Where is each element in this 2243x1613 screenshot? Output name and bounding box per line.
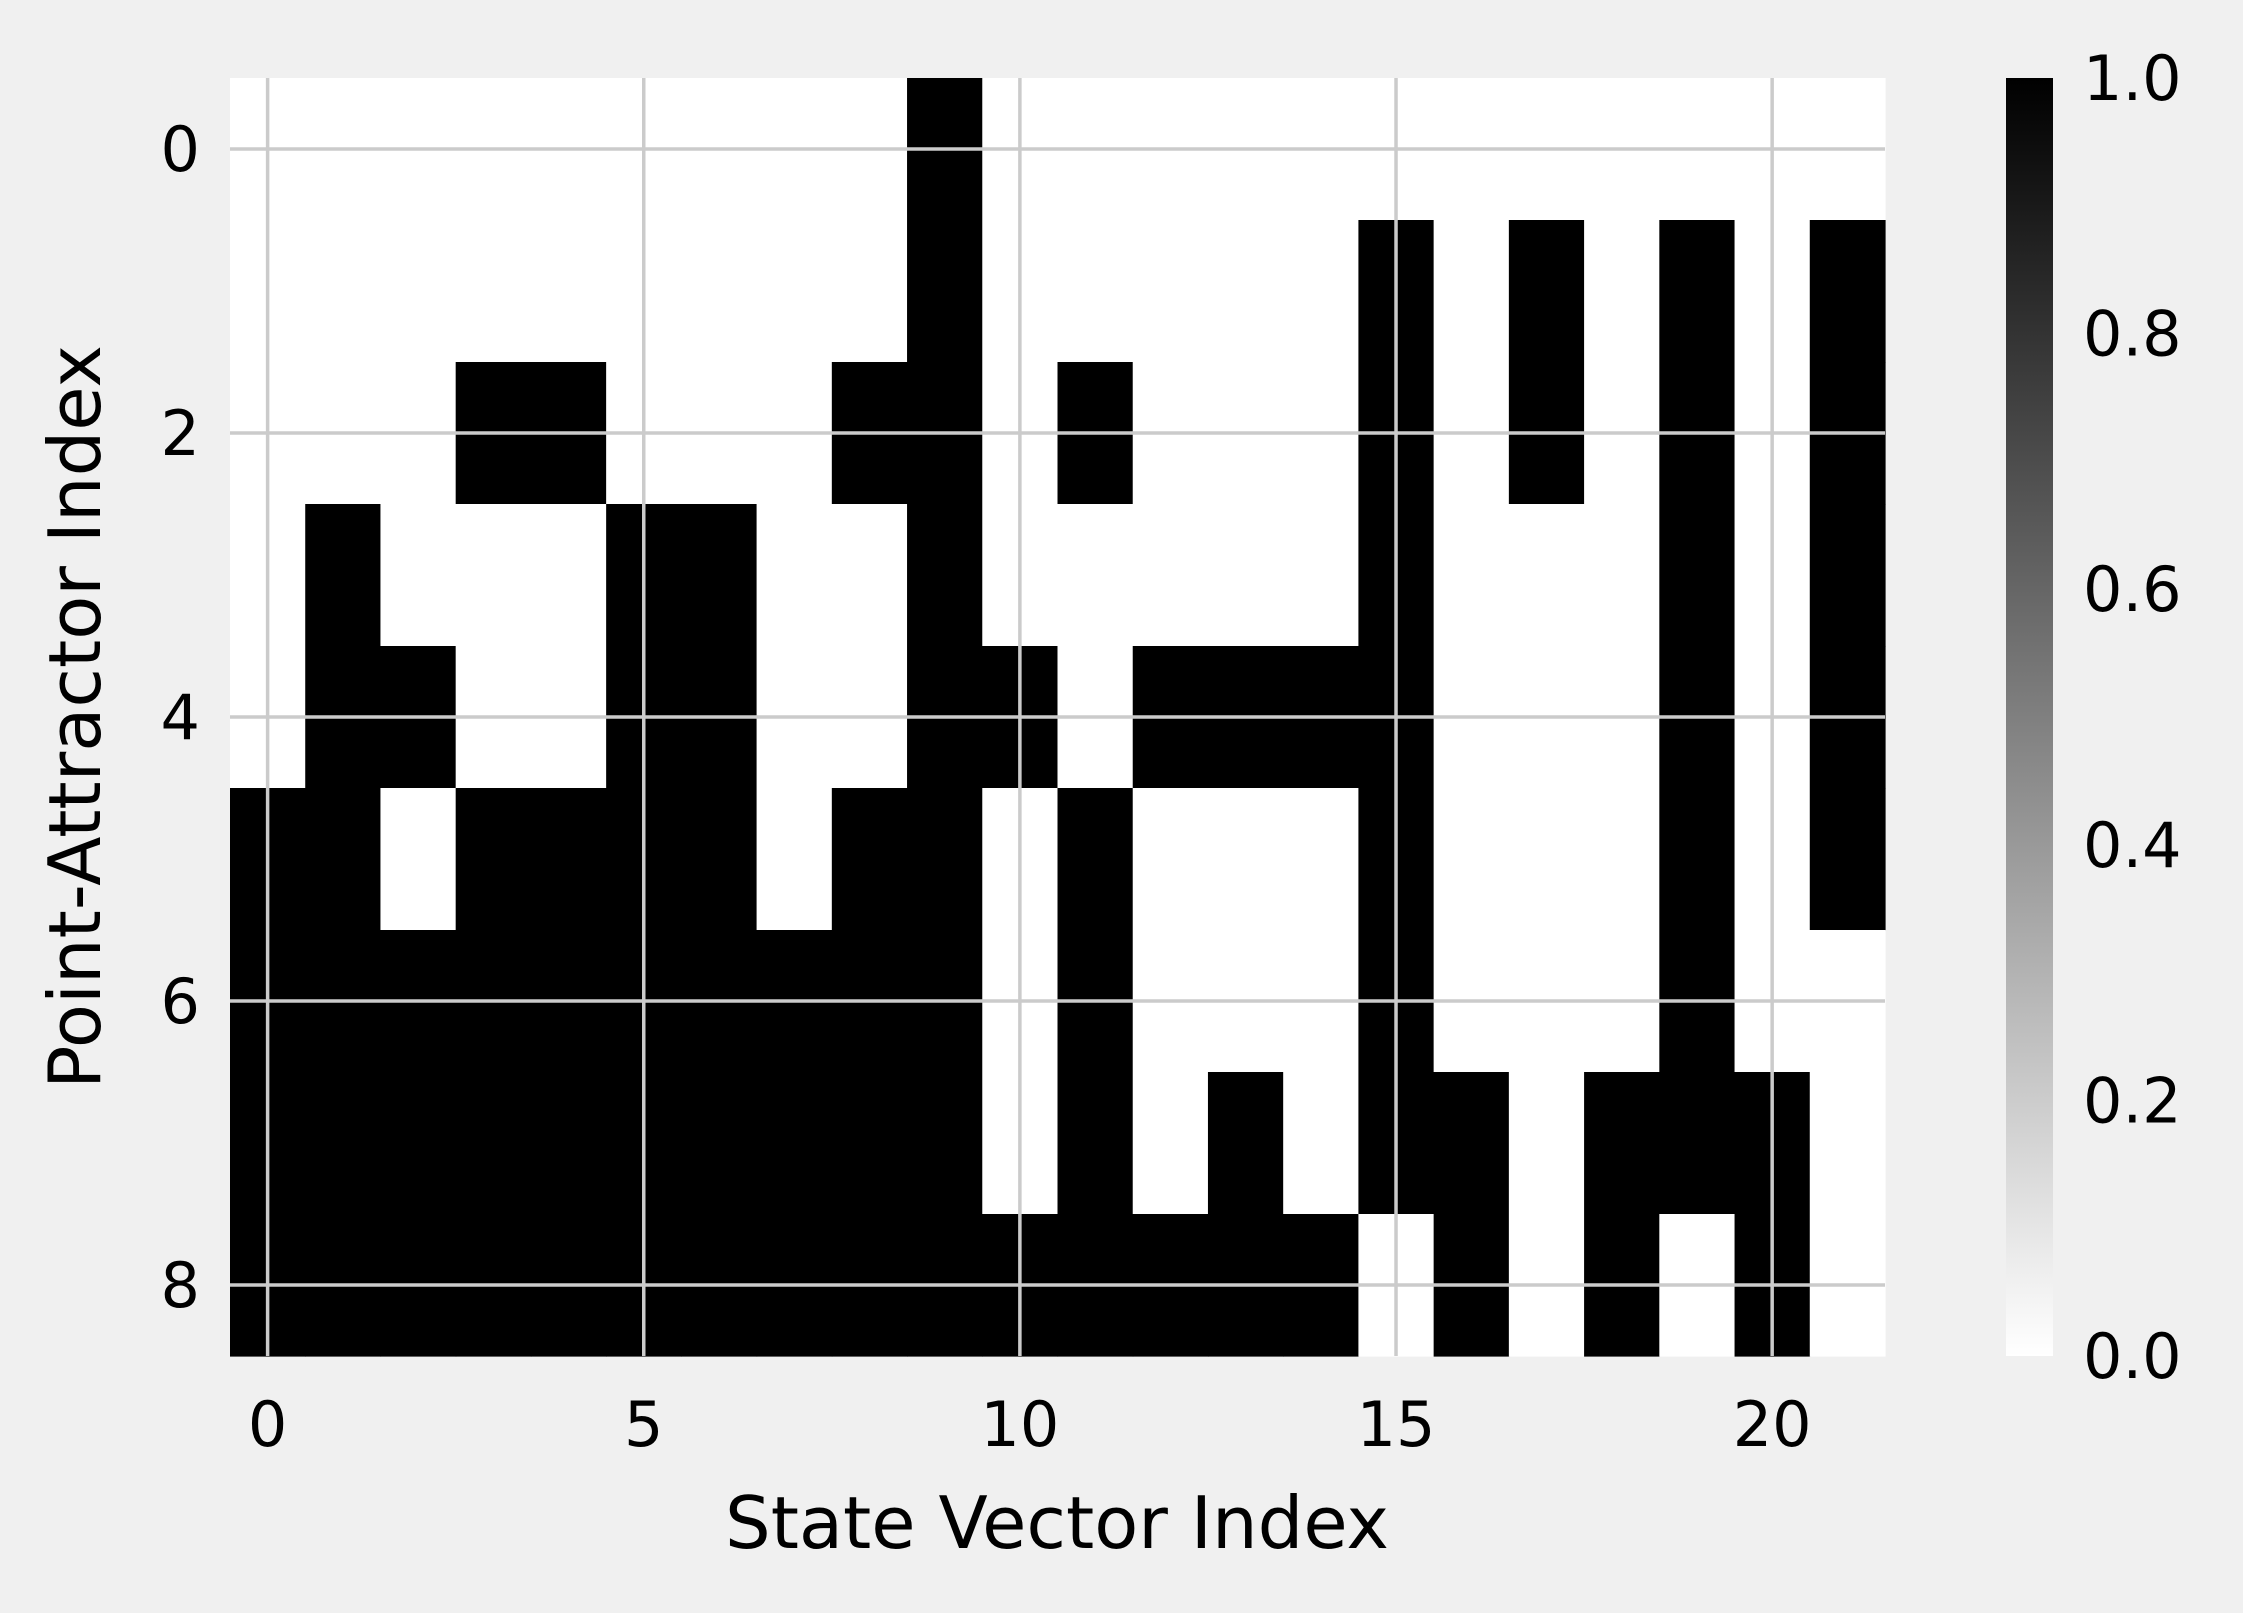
heatmap-cell xyxy=(1659,1072,1736,1215)
heatmap-cell xyxy=(455,1072,532,1215)
y-axis-label: Point-Attractor Index xyxy=(33,345,117,1089)
colorbar-tick-label: 0.0 xyxy=(2083,1320,2182,1393)
heatmap-cell xyxy=(1207,220,1284,363)
heatmap-cell xyxy=(455,504,532,647)
heatmap-cell xyxy=(1433,220,1510,363)
heatmap-cell xyxy=(681,504,758,647)
heatmap-cell xyxy=(1584,504,1660,647)
heatmap-cell xyxy=(681,220,758,363)
heatmap-cell xyxy=(1584,1072,1660,1215)
heatmap-cell xyxy=(1584,220,1660,363)
y-tick-label: 4 xyxy=(161,681,200,754)
heatmap-cell xyxy=(1283,788,1360,931)
heatmap-cell xyxy=(1207,504,1284,647)
heatmap-cell xyxy=(681,788,758,931)
colorbar-tick-label: 0.2 xyxy=(2083,1064,2182,1137)
heatmap-cell xyxy=(1057,220,1134,363)
y-tick-label: 2 xyxy=(161,397,200,470)
heatmap-cell xyxy=(1283,220,1360,363)
heatmap-cell xyxy=(831,788,908,931)
x-tick-label: 10 xyxy=(980,1388,1059,1461)
heatmap-cell xyxy=(1809,504,1886,647)
y-tick-label: 0 xyxy=(161,113,200,186)
y-tick-label: 8 xyxy=(161,1249,200,1322)
heatmap-cell xyxy=(1283,504,1360,647)
heatmap-cell xyxy=(756,220,833,363)
heatmap-cell xyxy=(530,788,607,931)
x-axis-label: State Vector Index xyxy=(725,1481,1389,1565)
heatmap-cell xyxy=(380,1072,457,1215)
colorbar-tick-label: 0.6 xyxy=(2083,553,2182,626)
colorbar-ticks: 0.0 0.2 0.4 0.6 0.8 1.0 xyxy=(2083,42,2182,1393)
heatmap-cell xyxy=(1207,1072,1284,1215)
x-tick-label: 5 xyxy=(624,1388,663,1461)
heatmap-cell xyxy=(530,504,607,647)
colorbar-tick-label: 1.0 xyxy=(2083,42,2182,115)
heatmap-cell xyxy=(1132,220,1209,363)
heatmap-cell xyxy=(530,1072,607,1215)
heatmap-cell xyxy=(1508,788,1585,931)
heatmap-cell xyxy=(907,1072,983,1215)
heatmap-cell xyxy=(455,220,532,363)
heatmap-cell xyxy=(1659,220,1736,363)
heatmap-cell xyxy=(1809,788,1886,931)
heatmap-cell xyxy=(756,504,833,647)
heatmap-cell xyxy=(1132,1072,1209,1215)
heatmap-cell xyxy=(1132,504,1209,647)
heatmap-cell xyxy=(756,1072,833,1215)
heatmap-cell xyxy=(1659,504,1736,647)
heatmap-cell xyxy=(831,220,908,363)
heatmap-cell xyxy=(907,220,983,363)
heatmap-cell xyxy=(455,788,532,931)
heatmap-cell xyxy=(831,504,908,647)
heatmap-cell xyxy=(380,788,457,931)
heatmap-cell xyxy=(907,788,983,931)
colorbar xyxy=(2006,78,2053,1356)
heatmap-cell xyxy=(1433,504,1510,647)
x-axis-ticks: 0 5 10 15 20 xyxy=(248,1388,1812,1461)
y-axis-ticks: 0 2 4 6 8 xyxy=(161,113,200,1322)
heatmap-cell xyxy=(1057,788,1134,931)
heatmap-cell xyxy=(681,1072,758,1215)
heatmap-cell xyxy=(380,504,457,647)
heatmap-cell xyxy=(530,220,607,363)
heatmap-cell xyxy=(1508,220,1585,363)
heatmap-cell xyxy=(907,504,983,647)
heatmap-cell xyxy=(1283,1072,1360,1215)
heatmap-cell xyxy=(1584,788,1660,931)
heatmap-cell xyxy=(1809,1072,1886,1215)
heatmap-cell xyxy=(756,788,833,931)
heatmap-cell xyxy=(305,220,382,363)
y-tick-label: 6 xyxy=(161,965,200,1038)
heatmap-cell xyxy=(1132,788,1209,931)
x-tick-label: 15 xyxy=(1357,1388,1436,1461)
colorbar-tick-label: 0.4 xyxy=(2083,809,2182,882)
heatmap-cell xyxy=(1057,504,1134,647)
heatmap-cell xyxy=(1207,788,1284,931)
heatmap-cell xyxy=(305,1072,382,1215)
x-tick-label: 0 xyxy=(248,1388,287,1461)
heatmap-cell xyxy=(1057,1072,1134,1215)
heatmap-cell xyxy=(380,220,457,363)
grid-lines xyxy=(230,78,1885,1356)
heatmap-cell xyxy=(305,504,382,647)
heatmap-cell xyxy=(1659,788,1736,931)
heatmap-cell xyxy=(831,1072,908,1215)
heatmap-cell xyxy=(1809,220,1886,363)
x-tick-label: 20 xyxy=(1733,1388,1812,1461)
heatmap-cell xyxy=(305,788,382,931)
heatmap-cell xyxy=(1433,788,1510,931)
heatmap-cell xyxy=(1433,1072,1510,1215)
heatmap-cell xyxy=(1508,1072,1585,1215)
colorbar-tick-label: 0.8 xyxy=(2083,298,2182,371)
heatmap-cell xyxy=(1508,504,1585,647)
